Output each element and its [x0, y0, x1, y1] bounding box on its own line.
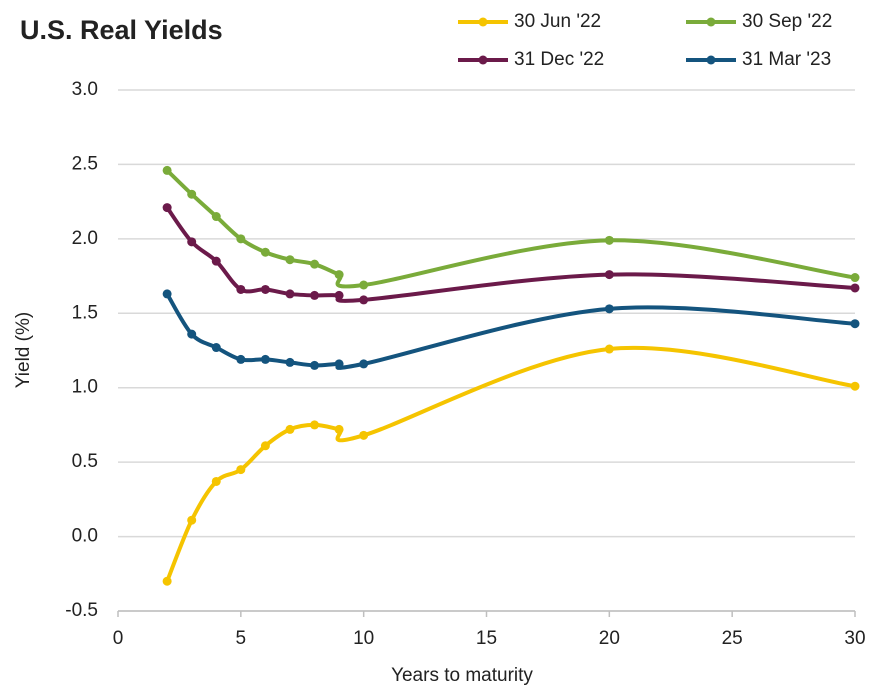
- data-point: [604, 235, 614, 245]
- data-point: [162, 165, 172, 175]
- x-tick-label: 25: [722, 628, 743, 649]
- data-point: [310, 420, 320, 430]
- y-tick-label: 3.0: [72, 79, 98, 100]
- legend-marker: [706, 17, 716, 27]
- data-point: [162, 289, 172, 299]
- x-axis-label: Years to maturity: [391, 665, 533, 686]
- data-point: [850, 273, 860, 283]
- data-point: [285, 357, 295, 367]
- x-tick-label: 30: [844, 628, 865, 649]
- data-point: [334, 359, 344, 369]
- series-line: [165, 292, 856, 370]
- series-line: [165, 346, 856, 582]
- series-line: [165, 168, 856, 289]
- y-tick-label: 0.5: [72, 451, 98, 472]
- data-point: [211, 212, 221, 222]
- y-axis-label: Yield (%): [13, 312, 34, 388]
- data-point: [211, 476, 221, 486]
- data-point: [604, 344, 614, 354]
- y-tick-label: 1.5: [72, 302, 98, 323]
- y-tick-label: 2.5: [72, 153, 98, 174]
- chart-title: U.S. Real Yields: [20, 15, 223, 45]
- data-point: [850, 381, 860, 391]
- data-point: [285, 289, 295, 299]
- legend-label: 31 Dec '22: [514, 49, 604, 70]
- x-tick-label: 20: [599, 628, 620, 649]
- legend-label: 31 Mar '23: [742, 49, 831, 70]
- legend-marker: [706, 55, 716, 65]
- data-point: [187, 515, 197, 525]
- data-point: [359, 295, 369, 305]
- x-tick-label: 10: [353, 628, 374, 649]
- data-point: [334, 270, 344, 280]
- data-point: [285, 255, 295, 265]
- x-tick-label: 5: [236, 628, 247, 649]
- data-point: [850, 283, 860, 293]
- data-point: [236, 284, 246, 294]
- legend-label: 30 Sep '22: [742, 11, 832, 32]
- data-point: [187, 329, 197, 339]
- x-tick-label: 0: [113, 628, 124, 649]
- data-point: [236, 465, 246, 475]
- legend-label: 30 Jun '22: [514, 11, 601, 32]
- data-point: [260, 247, 270, 257]
- data-point: [334, 424, 344, 434]
- y-tick-label: 1.0: [72, 377, 98, 398]
- data-point: [187, 189, 197, 199]
- data-point: [236, 234, 246, 244]
- x-tick-label: 15: [476, 628, 497, 649]
- data-point: [359, 280, 369, 290]
- data-point: [359, 359, 369, 369]
- legend-marker: [478, 55, 488, 65]
- data-point: [604, 304, 614, 314]
- data-point: [310, 290, 320, 300]
- y-tick-label: 2.0: [72, 228, 98, 249]
- data-point: [260, 354, 270, 364]
- y-tick-label: 0.0: [72, 526, 98, 547]
- data-point: [334, 290, 344, 300]
- data-point: [310, 360, 320, 370]
- legend-marker: [478, 17, 488, 27]
- data-point: [604, 270, 614, 280]
- data-point: [850, 319, 860, 329]
- data-point: [260, 441, 270, 451]
- data-point: [211, 343, 221, 353]
- data-point: [310, 259, 320, 269]
- y-tick-label: -0.5: [65, 600, 98, 621]
- data-point: [211, 256, 221, 266]
- data-point: [162, 203, 172, 213]
- data-point: [359, 430, 369, 440]
- data-point: [236, 354, 246, 364]
- data-point: [162, 576, 172, 586]
- data-point: [187, 237, 197, 247]
- data-point: [285, 424, 295, 434]
- data-point: [260, 284, 270, 294]
